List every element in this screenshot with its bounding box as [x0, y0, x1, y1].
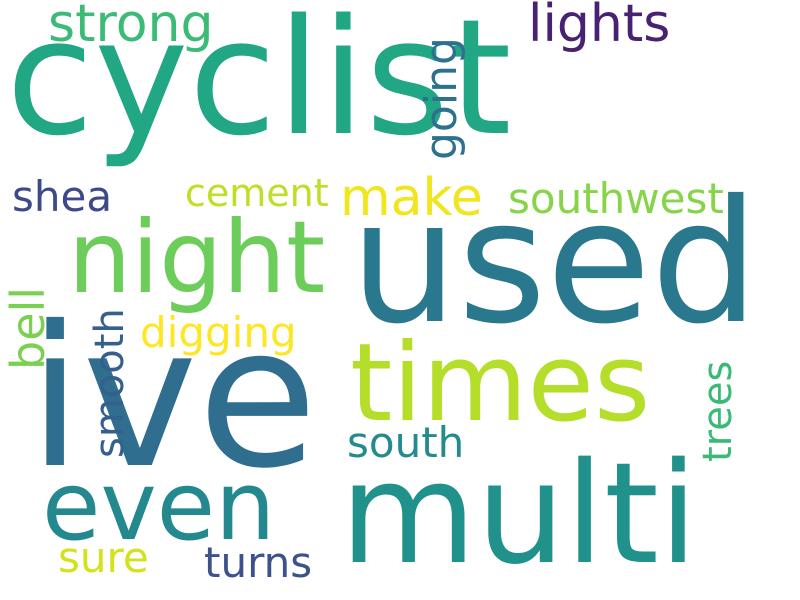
word-turns: turns [204, 538, 313, 587]
word-shea: shea [12, 172, 113, 221]
word-bell: bell [1, 286, 55, 370]
word-south: south [347, 418, 465, 467]
word-smooth: smooth [87, 308, 133, 458]
word-going: going [416, 37, 467, 160]
word-digging: digging [140, 308, 297, 357]
word-lights: lights [528, 0, 671, 54]
word-times: times [350, 321, 651, 446]
word-southwest: southwest [508, 174, 724, 223]
word-cement: cement [185, 171, 329, 215]
word-sure: sure [58, 533, 149, 582]
word-even: even [42, 452, 276, 562]
word-night: night [68, 199, 326, 316]
word-trees: trees [695, 360, 741, 462]
word-cyclist: cyclist [6, 0, 512, 171]
word-make: make [340, 168, 483, 228]
word-multi: multi [340, 433, 698, 596]
word-strong: strong [48, 0, 214, 54]
word-used: used [350, 164, 759, 362]
word-ive: ive [28, 284, 318, 511]
